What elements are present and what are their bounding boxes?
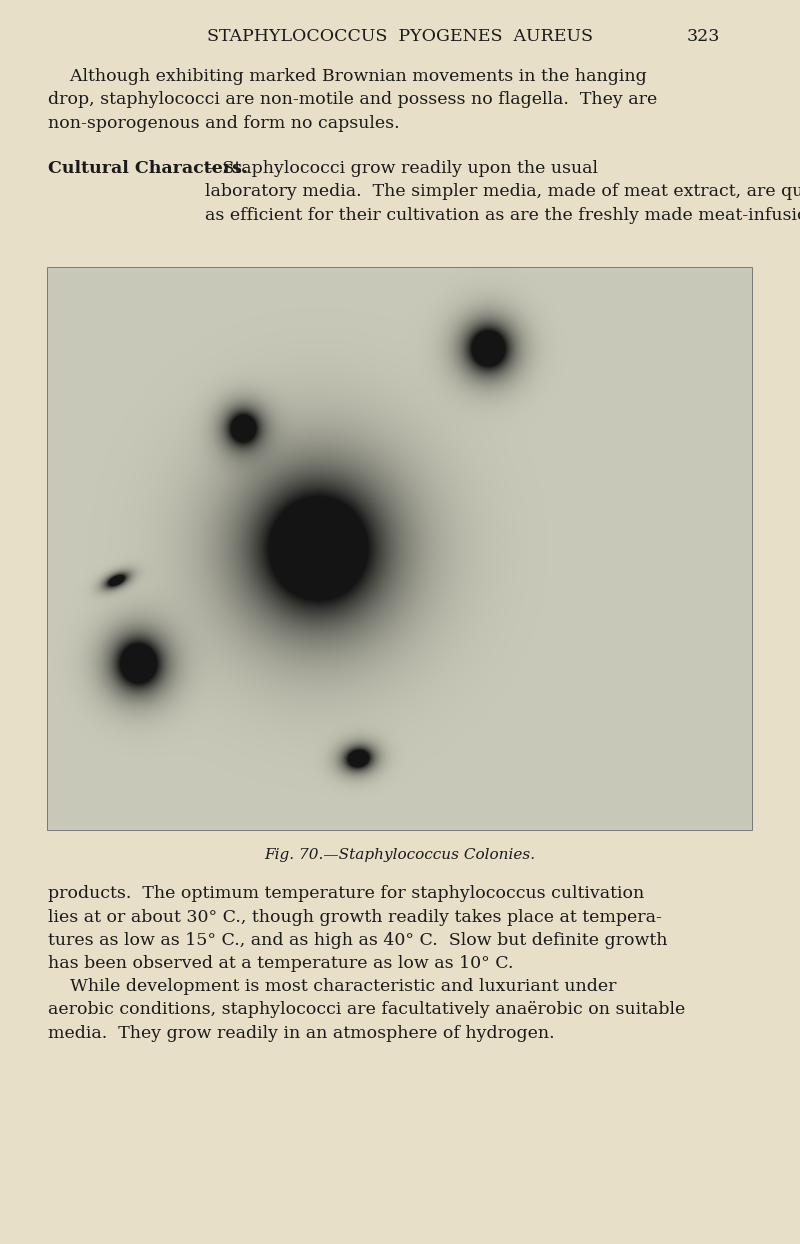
Text: While development is most characteristic and luxuriant under
aerobic conditions,: While development is most characteristic… bbox=[48, 978, 686, 1042]
Text: Cultural Characters.: Cultural Characters. bbox=[48, 160, 248, 177]
Text: —Staphylococci grow readily upon the usual
laboratory media.  The simpler media,: —Staphylococci grow readily upon the usu… bbox=[205, 160, 800, 224]
Text: products.  The optimum temperature for staphylococcus cultivation
lies at or abo: products. The optimum temperature for st… bbox=[48, 884, 667, 973]
Text: STAPHYLOCOCCUS  PYOGENES  AUREUS: STAPHYLOCOCCUS PYOGENES AUREUS bbox=[207, 29, 593, 45]
Text: Although exhibiting marked Brownian movements in the hanging
drop, staphylococci: Although exhibiting marked Brownian move… bbox=[48, 68, 658, 132]
Text: Fig. 70.—Staphylococcus Colonies.: Fig. 70.—Staphylococcus Colonies. bbox=[265, 848, 535, 862]
Text: 323: 323 bbox=[686, 29, 720, 45]
Bar bbox=[48, 267, 752, 830]
